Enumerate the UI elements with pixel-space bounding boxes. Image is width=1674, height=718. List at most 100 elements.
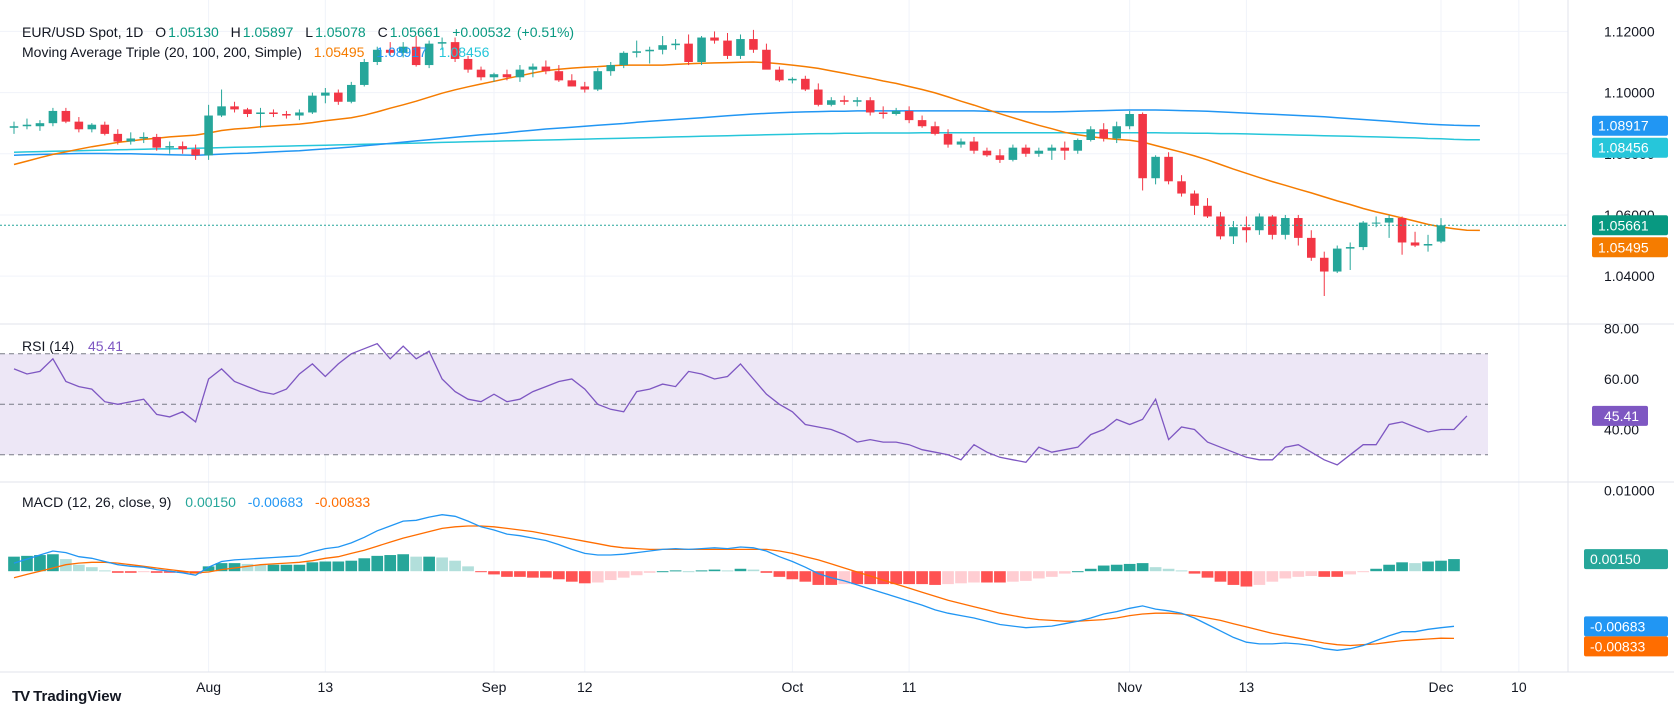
candle[interactable] (762, 43, 771, 70)
candle[interactable] (35, 120, 45, 131)
candle[interactable] (1138, 112, 1147, 191)
candle[interactable] (1281, 214, 1290, 240)
candle[interactable] (865, 97, 875, 116)
candle[interactable] (1384, 214, 1394, 238)
candle[interactable] (1410, 231, 1420, 248)
candle[interactable] (515, 65, 525, 82)
candle[interactable] (736, 34, 745, 59)
candle[interactable] (1047, 144, 1057, 160)
candle[interactable] (48, 107, 58, 127)
candle[interactable] (1319, 251, 1329, 296)
candle[interactable] (788, 77, 797, 84)
candle[interactable] (1073, 138, 1083, 154)
candle[interactable] (593, 68, 603, 92)
candle[interactable] (671, 39, 680, 50)
candle[interactable] (269, 109, 278, 118)
tradingview-logo[interactable]: TV TradingView (12, 688, 121, 705)
candle[interactable] (801, 75, 810, 92)
candle[interactable] (113, 129, 123, 145)
candle[interactable] (891, 107, 901, 116)
candle[interactable] (295, 109, 304, 121)
rsi-pane[interactable] (0, 342, 1488, 466)
candle[interactable] (1177, 175, 1186, 197)
candle[interactable] (580, 81, 590, 93)
candle[interactable] (1255, 213, 1264, 235)
candle[interactable] (87, 123, 97, 133)
candle[interactable] (1099, 123, 1108, 142)
candle[interactable] (1423, 234, 1433, 252)
candle[interactable] (930, 121, 940, 136)
candle[interactable] (1436, 218, 1446, 244)
candle[interactable] (956, 138, 966, 148)
candle[interactable] (502, 69, 512, 81)
candle[interactable] (1332, 245, 1342, 274)
candle[interactable] (100, 121, 110, 136)
candle[interactable] (1294, 214, 1303, 246)
macd-pane[interactable] (8, 514, 1460, 651)
candle[interactable] (1008, 144, 1018, 162)
candle[interactable] (658, 36, 667, 55)
candle[interactable] (1397, 216, 1407, 255)
candle[interactable] (943, 129, 953, 148)
candle[interactable] (489, 72, 499, 82)
candle[interactable] (645, 46, 654, 64)
candle[interactable] (1203, 198, 1212, 218)
candle[interactable] (347, 81, 356, 104)
candle[interactable] (152, 133, 161, 151)
candle[interactable] (1060, 141, 1070, 160)
candle[interactable] (995, 149, 1005, 163)
candle[interactable] (398, 42, 408, 58)
macd-legend[interactable]: MACD (12, 26, close, 9) 0.00150 -0.00683… (22, 494, 372, 510)
candle[interactable] (230, 101, 239, 113)
rsi-legend[interactable]: RSI (14) 45.41 (22, 338, 125, 354)
candle[interactable] (1358, 221, 1368, 251)
price-pane[interactable] (0, 29, 1568, 296)
candle[interactable] (334, 89, 343, 105)
candle[interactable] (385, 42, 395, 56)
candle[interactable] (450, 37, 460, 62)
candle[interactable] (723, 32, 732, 59)
candle[interactable] (204, 104, 213, 160)
candle[interactable] (1164, 152, 1173, 185)
candle[interactable] (1345, 242, 1355, 270)
candle[interactable] (476, 66, 486, 81)
candles[interactable] (9, 29, 1446, 296)
candle[interactable] (917, 115, 927, 128)
candle[interactable] (191, 144, 200, 160)
candle[interactable] (1242, 216, 1251, 243)
candle[interactable] (839, 95, 849, 105)
candle[interactable] (541, 60, 551, 75)
candle[interactable] (827, 97, 836, 107)
candle[interactable] (852, 97, 862, 107)
candle[interactable] (126, 132, 136, 145)
candle[interactable] (165, 141, 174, 154)
candle[interactable] (61, 107, 71, 124)
candle[interactable] (411, 36, 421, 67)
candle[interactable] (632, 40, 641, 58)
ma-legend[interactable]: Moving Average Triple (20, 100, 200, Sim… (22, 44, 491, 60)
candle[interactable] (567, 74, 577, 87)
candle[interactable] (74, 117, 84, 133)
candle[interactable] (1125, 110, 1134, 130)
candle[interactable] (308, 92, 317, 114)
candle[interactable] (178, 141, 187, 154)
candle[interactable] (969, 136, 979, 154)
candle[interactable] (321, 88, 330, 104)
candle[interactable] (256, 107, 265, 128)
candle[interactable] (463, 55, 473, 73)
candle[interactable] (814, 83, 823, 107)
candle[interactable] (904, 106, 914, 124)
candle[interactable] (1190, 190, 1199, 215)
candle[interactable] (982, 147, 992, 157)
candle[interactable] (619, 51, 628, 69)
candle[interactable] (217, 89, 226, 118)
candle[interactable] (710, 31, 719, 44)
candle[interactable] (437, 37, 447, 50)
candle[interactable] (282, 110, 291, 119)
main-legend[interactable]: EUR/USD Spot, 1D O 1.05130 H 1.05897 L 1.05… (22, 24, 576, 40)
candle[interactable] (528, 63, 538, 78)
candle[interactable] (1034, 147, 1044, 157)
candle[interactable] (554, 65, 564, 82)
candle[interactable] (1306, 230, 1316, 261)
